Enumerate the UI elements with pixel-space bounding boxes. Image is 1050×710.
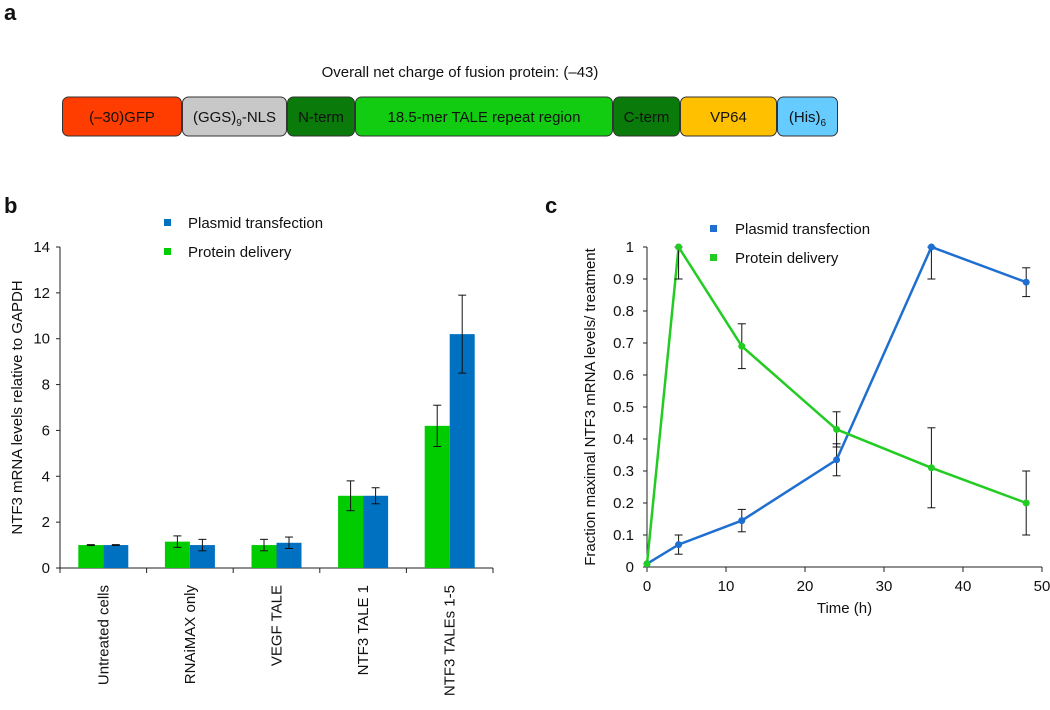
- category-label: RNAiMAX only: [182, 585, 199, 685]
- y-tick-label: 0.8: [613, 303, 634, 320]
- legend-label: Protein delivery: [735, 250, 839, 267]
- y-tick-label: 0.5: [613, 399, 634, 416]
- y-tick-label: 0: [626, 559, 634, 576]
- segment-label: (His)6: [789, 109, 827, 129]
- bar: [251, 545, 277, 568]
- segment-box: [680, 96, 777, 137]
- bar: [424, 425, 450, 568]
- segment-label: 18.5-mer TALE repeat region: [388, 109, 581, 126]
- category-label: VEGF TALE: [269, 585, 286, 666]
- segment-label: (GGS)9-NLS: [193, 109, 276, 129]
- bar: [78, 545, 104, 568]
- segment-label: VP64: [710, 109, 747, 126]
- y-tick-label: 0.4: [613, 431, 634, 448]
- legend-swatch: [710, 254, 717, 261]
- y-tick-label: 2: [42, 514, 50, 531]
- y-tick-label: 0.1: [613, 527, 634, 544]
- y-tick-label: 4: [42, 468, 50, 485]
- data-point: [738, 342, 746, 350]
- segment-label: N-term: [298, 109, 344, 126]
- x-axis-title: Time (h): [817, 600, 872, 617]
- x-tick-label: 30: [876, 578, 893, 595]
- legend-label: Protein delivery: [188, 244, 292, 261]
- panel-label-c: c: [545, 193, 557, 218]
- category-label: NTF3 TALE 1: [355, 585, 372, 675]
- y-tick-label: 0: [42, 560, 50, 577]
- legend-swatch: [710, 225, 717, 232]
- segment-box: [613, 96, 680, 137]
- bar: [103, 545, 129, 568]
- y-tick-label: 0.7: [613, 335, 634, 352]
- bar: [363, 495, 389, 568]
- x-tick-label: 20: [797, 578, 814, 595]
- segment-box: [777, 96, 838, 137]
- category-label: NTF3 TALEs 1-5: [442, 585, 459, 696]
- data-point: [675, 541, 683, 549]
- y-tick-label: 8: [42, 377, 50, 394]
- data-point: [1022, 278, 1030, 286]
- y-tick-label: 12: [33, 285, 50, 302]
- bar-chart: 0 2 4 6 8 10 12 14 Untreated cells RNAiMAX only VE…: [9, 215, 494, 696]
- legend-label: Plasmid transfection: [188, 215, 323, 232]
- y-tick-label: 14: [33, 239, 50, 256]
- diagram-title: Overall net charge of fusion protein: (–…: [322, 64, 599, 81]
- y-tick-label: 1: [626, 239, 634, 256]
- data-point: [833, 456, 841, 464]
- data-point: [927, 243, 935, 251]
- y-axis-title: NTF3 mRNA levels relative to GAPDH: [9, 280, 26, 534]
- segment-box: [355, 96, 613, 137]
- y-tick-label: 0.2: [613, 495, 634, 512]
- legend-swatch: [164, 248, 171, 255]
- data-point: [927, 464, 935, 472]
- y-tick-label: 10: [33, 331, 50, 348]
- segment-label: C-term: [624, 109, 670, 126]
- data-point: [1022, 499, 1030, 507]
- data-point: [833, 425, 841, 433]
- segment-box: [287, 96, 355, 137]
- y-tick-label: 0.3: [613, 463, 634, 480]
- y-axis-title: Fraction maximal NTF3 mRNA levels/ treat…: [582, 247, 599, 565]
- line-chart: 00.10.20.30.40.50.60.70.80.910 10 20 30 40 50…: [582, 221, 1050, 617]
- data-point: [675, 243, 683, 251]
- fusion-protein-diagram: (–30)GFP (GGS)9-NLS N-term 18.5-mer TALE re…: [62, 96, 838, 137]
- x-tick-label: 50: [1034, 578, 1050, 595]
- data-point: [738, 517, 746, 525]
- category-label: Untreated cells: [95, 585, 112, 685]
- segment-label: (–30)GFP: [89, 109, 155, 126]
- y-tick-label: 0.9: [613, 271, 634, 288]
- x-tick-label: 10: [718, 578, 735, 595]
- segment-box: [62, 96, 182, 137]
- legend-label: Plasmid transfection: [735, 221, 870, 238]
- legend-swatch: [164, 219, 171, 226]
- series-line: [646, 245, 1027, 565]
- x-tick-label: 40: [955, 578, 972, 595]
- bar: [189, 545, 215, 568]
- series-line: [645, 243, 1027, 564]
- y-tick-label: 0.6: [613, 367, 634, 384]
- panel-label-a: a: [4, 0, 17, 25]
- segment-box: [182, 96, 287, 137]
- y-tick-label: 6: [42, 422, 50, 439]
- x-tick-label: 0: [643, 578, 651, 595]
- data-point: [643, 560, 651, 568]
- panel-label-b: b: [4, 193, 17, 218]
